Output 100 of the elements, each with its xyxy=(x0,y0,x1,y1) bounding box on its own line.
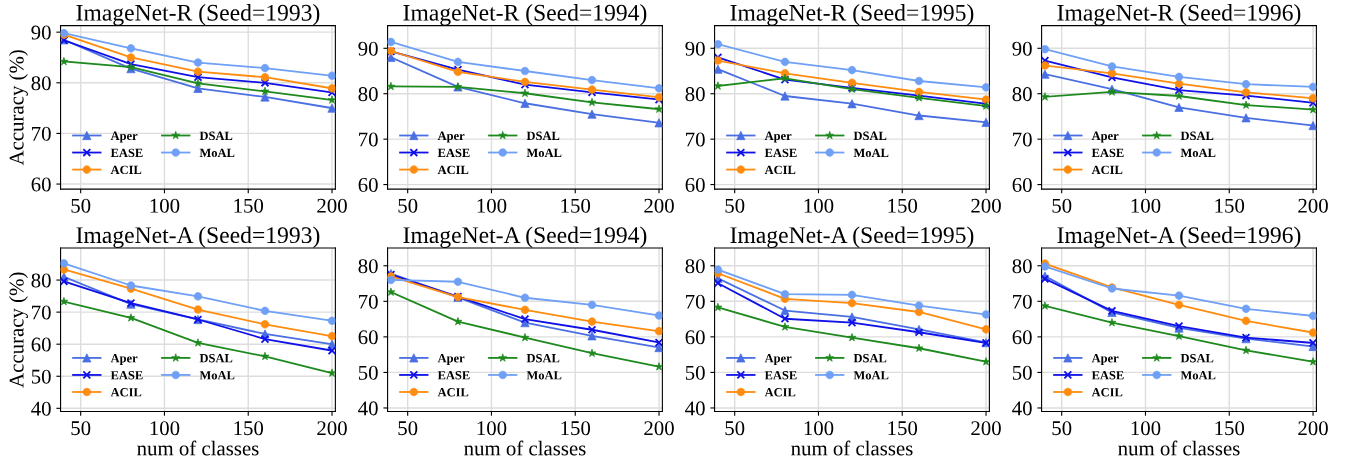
legend-label: ACIL xyxy=(437,165,469,175)
y-tick-label: 50 xyxy=(358,365,378,380)
legend-label: DSAL xyxy=(526,131,560,140)
chart-title: ImageNet-R (Seed=1993) xyxy=(76,4,320,26)
y-axis-title: Accuracy (%) xyxy=(8,272,28,388)
legend-label: Aper xyxy=(764,131,792,143)
y-tick-label: 90 xyxy=(358,41,378,56)
x-tick-label: 100 xyxy=(1131,421,1161,436)
x-tick-label: 200 xyxy=(971,421,1001,436)
x-tick-label: 100 xyxy=(1131,198,1161,213)
y-tick-label: 60 xyxy=(358,330,378,345)
x-tick-label: 100 xyxy=(804,421,834,436)
y-tick-label: 70 xyxy=(1013,294,1032,309)
y-tick-label: 80 xyxy=(31,76,51,91)
x-tick-label: 100 xyxy=(477,421,507,436)
x-tick-label: 200 xyxy=(1298,198,1328,213)
y-tick-label: 40 xyxy=(1012,401,1032,416)
x-tick-label: 200 xyxy=(971,198,1001,213)
legend-label: ACIL xyxy=(437,388,469,397)
y-tick-label: 70 xyxy=(32,305,51,320)
x-tick-label: 150 xyxy=(888,198,918,213)
x-tick-label: 100 xyxy=(150,421,180,436)
legend-label: Aper xyxy=(764,354,792,365)
chart-title: ImageNet-R (Seed=1994) xyxy=(403,4,647,26)
y-tick-label: 40 xyxy=(358,401,378,416)
y-tick-label: 70 xyxy=(359,294,378,309)
legend-label: MoAL xyxy=(199,371,235,380)
legend-label: Aper xyxy=(437,354,465,365)
x-tick-label: 50 xyxy=(725,421,745,436)
legend-label: MoAL xyxy=(526,371,562,380)
y-tick-label: 70 xyxy=(686,294,705,309)
legend-label: MoAL xyxy=(1180,371,1216,380)
legend-label: DSAL xyxy=(853,354,887,363)
x-tick-label: 200 xyxy=(317,198,347,213)
x-axis-title: num of classes xyxy=(1118,440,1240,456)
legend-label: DSAL xyxy=(199,131,233,140)
y-tick-label: 90 xyxy=(31,25,51,40)
y-tick-label: 50 xyxy=(1012,365,1032,380)
legend-label: Aper xyxy=(437,131,465,143)
legend-label: MoAL xyxy=(199,148,235,158)
chart-title: ImageNet-A (Seed=1993) xyxy=(76,226,320,248)
y-tick-label: 70 xyxy=(359,132,378,147)
y-tick-label: 90 xyxy=(1012,41,1032,56)
x-axis-title: num of classes xyxy=(464,440,586,456)
legend-label: EASE xyxy=(110,148,143,158)
x-tick-label: 200 xyxy=(644,198,674,213)
x-tick-label: 50 xyxy=(725,198,745,213)
x-tick-label: 50 xyxy=(1052,198,1072,213)
legend-label: Aper xyxy=(110,131,138,143)
legend-label: DSAL xyxy=(199,354,233,363)
y-tick-label: 40 xyxy=(31,401,51,416)
y-tick-label: 50 xyxy=(685,365,705,380)
legend-label: ACIL xyxy=(764,165,796,175)
chart-title: ImageNet-A (Seed=1994) xyxy=(403,226,647,248)
x-tick-label: 150 xyxy=(234,198,264,213)
legend-label: EASE xyxy=(1091,371,1124,380)
y-tick-label: 60 xyxy=(685,177,705,192)
legend-label: EASE xyxy=(437,148,470,158)
y-tick-label: 60 xyxy=(1012,177,1032,192)
legend-label: DSAL xyxy=(853,131,887,140)
x-tick-label: 150 xyxy=(888,421,918,436)
y-tick-label: 80 xyxy=(1012,87,1032,102)
x-tick-label: 150 xyxy=(234,421,264,436)
x-tick-label: 50 xyxy=(398,198,418,213)
x-tick-label: 200 xyxy=(644,421,674,436)
y-tick-label: 80 xyxy=(1012,259,1032,274)
x-axis-title: num of classes xyxy=(791,440,913,456)
legend-label: ACIL xyxy=(110,165,142,175)
legend-label: Aper xyxy=(110,354,138,365)
x-tick-label: 100 xyxy=(477,198,507,213)
y-tick-label: 60 xyxy=(685,330,705,345)
y-tick-label: 70 xyxy=(686,132,705,147)
legend-label: Aper xyxy=(1091,354,1119,365)
legend-label: ACIL xyxy=(764,388,796,397)
legend-label: ACIL xyxy=(1091,388,1123,397)
x-tick-label: 100 xyxy=(150,198,180,213)
x-tick-label: 50 xyxy=(398,421,418,436)
x-tick-label: 150 xyxy=(561,421,591,436)
legend-label: Aper xyxy=(1091,131,1119,143)
legend-label: MoAL xyxy=(853,371,889,380)
legend-label: EASE xyxy=(110,371,143,380)
legend-label: DSAL xyxy=(1180,131,1214,140)
legend-label: DSAL xyxy=(526,354,560,363)
x-tick-label: 200 xyxy=(317,421,347,436)
legend-label: MoAL xyxy=(853,148,889,158)
legend-label: EASE xyxy=(764,371,797,380)
legend-label: EASE xyxy=(437,371,470,380)
y-tick-label: 60 xyxy=(1012,330,1032,345)
x-tick-label: 100 xyxy=(804,198,834,213)
chart-title: ImageNet-A (Seed=1996) xyxy=(1057,226,1301,248)
y-tick-label: 80 xyxy=(358,259,378,274)
y-tick-label: 60 xyxy=(31,177,51,192)
y-tick-label: 50 xyxy=(31,369,51,384)
y-tick-label: 80 xyxy=(685,259,705,274)
y-tick-label: 90 xyxy=(685,41,705,56)
legend-label: ACIL xyxy=(1091,165,1123,175)
x-tick-label: 50 xyxy=(1052,421,1072,436)
y-tick-label: 70 xyxy=(1013,132,1032,147)
chart-title: ImageNet-R (Seed=1995) xyxy=(730,4,974,26)
x-tick-label: 150 xyxy=(561,198,591,213)
